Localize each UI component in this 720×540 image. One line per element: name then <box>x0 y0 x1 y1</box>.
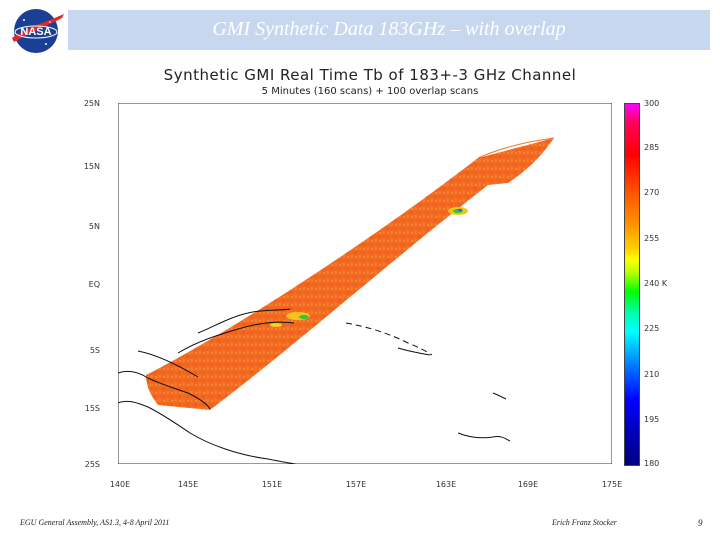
colorbar-tick-label: 240 K <box>644 279 668 288</box>
y-tick-label: 5S <box>89 346 100 355</box>
x-tick-label: 163E <box>435 480 457 489</box>
page-number: 9 <box>698 518 703 528</box>
x-tick-label: 175E <box>601 480 623 489</box>
y-tick-label: 25S <box>84 460 100 469</box>
colorbar-tick-label: 300 <box>644 99 660 108</box>
svg-text:NASA: NASA <box>20 26 51 38</box>
x-tick-label: 145E <box>177 480 199 489</box>
coastline <box>118 308 511 464</box>
chart-title: Synthetic GMI Real Time Tb of 183+-3 GHz… <box>163 66 577 84</box>
colorbar-tick-label: 180 <box>644 459 660 468</box>
swath-map <box>118 103 612 464</box>
x-tick-label: 169E <box>517 480 539 489</box>
slide-title: GMI Synthetic Data 183GHz – with overlap <box>212 18 566 40</box>
chart-subtitle: 5 Minutes (160 scans) + 100 overlap scan… <box>261 86 479 97</box>
colorbar-tick-label: 210 <box>644 370 660 379</box>
y-tick-label: 25N <box>83 99 100 108</box>
y-tick-label: 15N <box>83 162 100 171</box>
footer-author: Erich Franz Stocker <box>552 518 617 527</box>
swath-edge <box>477 137 555 159</box>
nasa-meatball-logo-icon: NASA <box>12 9 64 53</box>
colorbar-tick-label: 285 <box>644 143 660 152</box>
colorbar-tick-label: 270 <box>644 188 660 197</box>
footer-conference: EGU General Assembly, AS1.3, 4-8 April 2… <box>20 518 170 527</box>
title-bar: GMI Synthetic Data 183GHz – with overlap <box>68 10 710 50</box>
swath-area <box>146 138 554 410</box>
x-tick-label: 157E <box>345 480 367 489</box>
x-tick-label: 140E <box>109 480 131 489</box>
colorbar <box>624 103 640 466</box>
colorbar-tick-label: 225 <box>644 324 660 333</box>
x-tick-label: 151E <box>261 480 283 489</box>
nasa-logo: NASA <box>6 6 66 56</box>
y-tick-label: 5N <box>88 222 100 231</box>
y-tick-label: EQ <box>88 280 100 289</box>
colorbar-tick-label: 195 <box>644 415 660 424</box>
y-tick-label: 15S <box>84 404 100 413</box>
colorbar-tick-label: 255 <box>644 234 660 243</box>
